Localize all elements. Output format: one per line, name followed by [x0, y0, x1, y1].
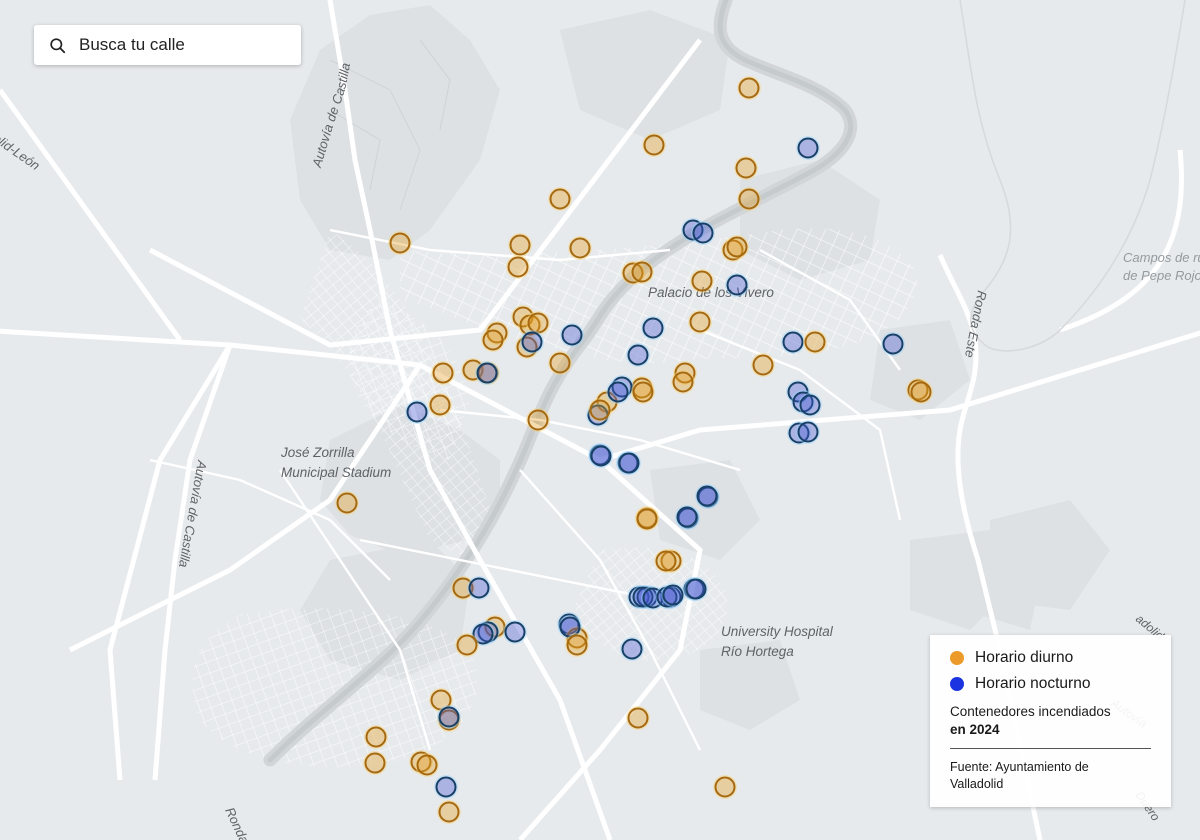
svg-text:Palacio de los Vivero: Palacio de los Vivero [648, 285, 774, 300]
svg-text:José Zorrilla: José Zorrilla [280, 445, 355, 460]
svg-text:Campos de rugby: Campos de rugby [1123, 250, 1200, 265]
svg-text:Municipal Stadium: Municipal Stadium [281, 465, 391, 480]
svg-text:University Hospital: University Hospital [721, 624, 834, 639]
svg-text:Río Hortega: Río Hortega [721, 644, 794, 659]
svg-text:de Pepe Rojo: de Pepe Rojo [1123, 268, 1200, 283]
